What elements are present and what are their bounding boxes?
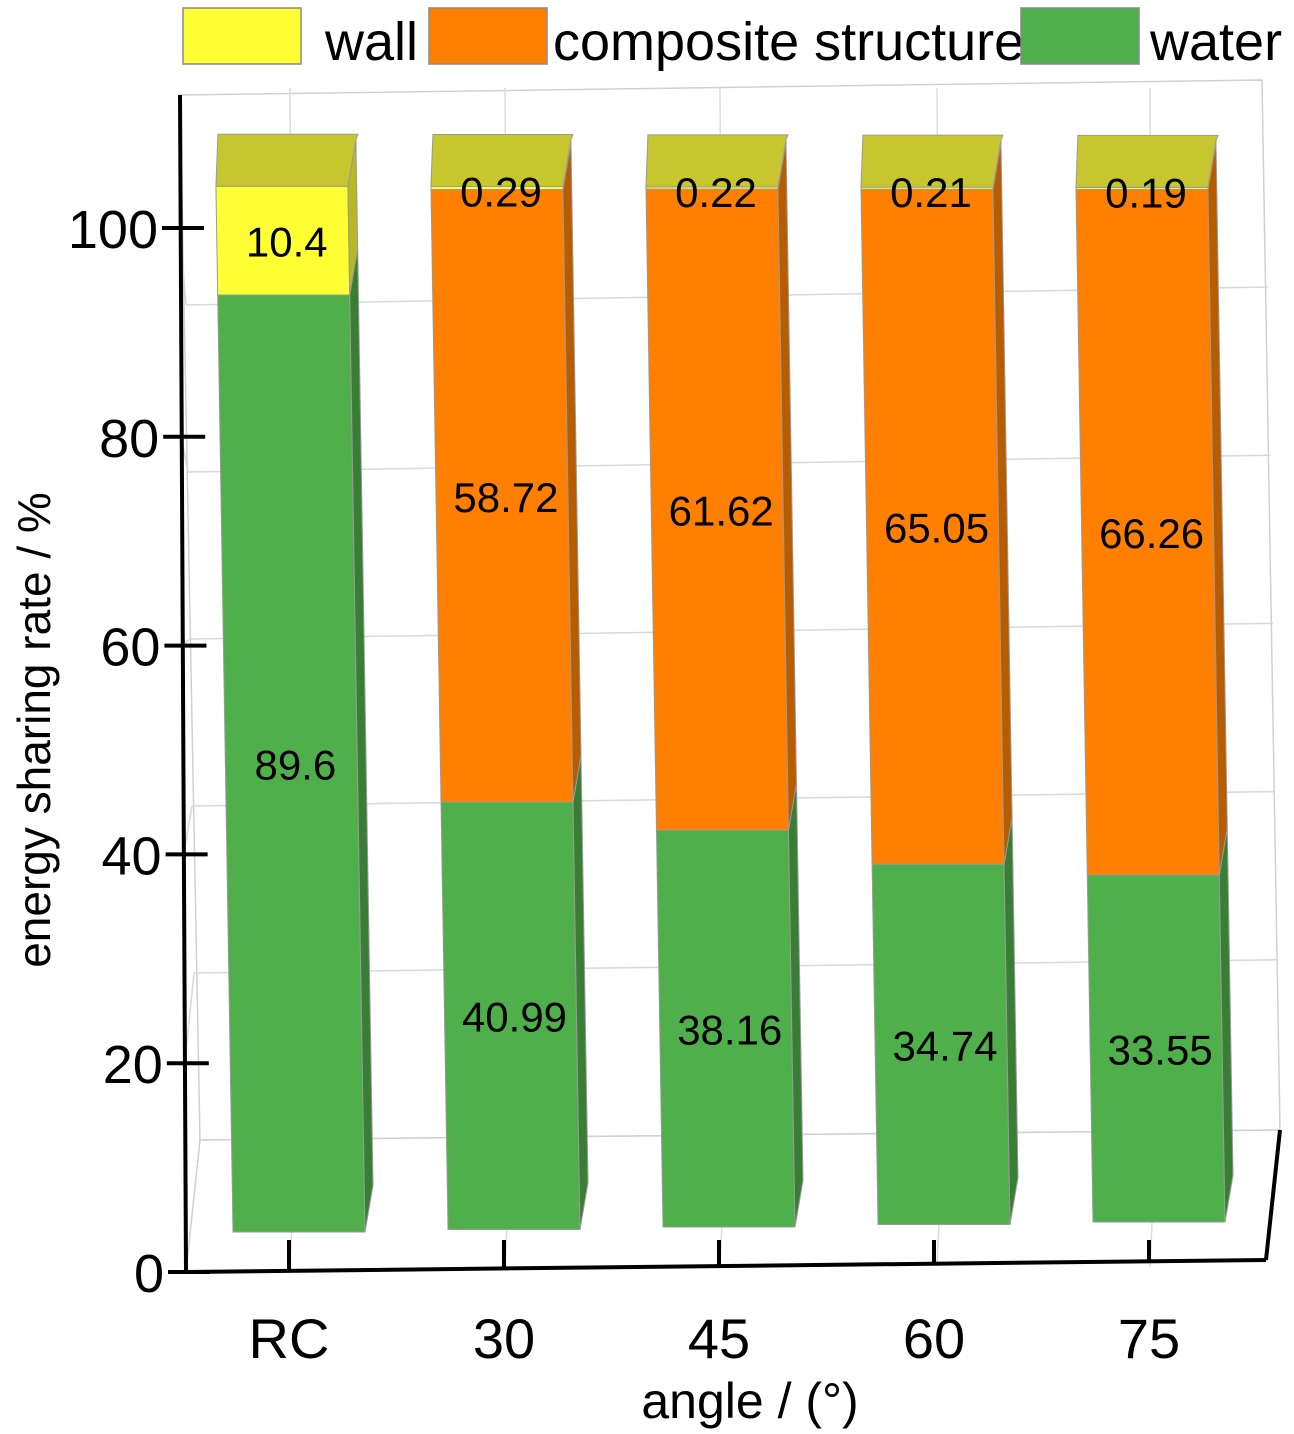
data-label: 33.55: [1108, 1026, 1213, 1073]
x-tick-label: 75: [1118, 1307, 1180, 1370]
chart-area: 0 20 40 60 80 100 RC 30 45 60 75 89.6 10.4 40.99 58.7…: [0, 0, 1294, 1434]
x-tick-label: 45: [688, 1307, 750, 1370]
x-axis-label: angle / (°): [641, 1373, 858, 1429]
x-tick-label: RC: [249, 1307, 330, 1370]
data-label: 38.16: [677, 1007, 782, 1054]
y-tick-label: 0: [134, 1244, 164, 1304]
y-tick-label: 100: [68, 200, 158, 260]
y-tick-label: 20: [103, 1035, 163, 1095]
y-tick-label: 60: [100, 618, 160, 678]
data-label: 0.22: [675, 169, 757, 216]
y-axis-label: energy sharing rate / %: [8, 492, 60, 968]
data-label: 0.19: [1105, 169, 1187, 216]
data-label: 0.21: [890, 169, 972, 216]
y-tick-label: 40: [102, 826, 162, 886]
legend-label: composite structure: [553, 12, 1024, 72]
legend-label: wall: [324, 12, 418, 72]
data-label: 58.72: [453, 474, 558, 521]
data-label: 40.99: [462, 994, 567, 1041]
data-label: 89.6: [254, 742, 336, 789]
data-label: 10.4: [246, 219, 328, 266]
bar-top-cap: [216, 134, 358, 186]
legend-label: water: [1149, 12, 1282, 72]
x-tick-label: 60: [903, 1307, 965, 1370]
y-tick-label: 80: [99, 409, 159, 469]
data-label: 65.05: [884, 505, 989, 552]
x-tick-label: 30: [473, 1307, 535, 1370]
legend-swatch: [1021, 8, 1139, 64]
legend-swatch: [429, 8, 547, 64]
data-label: 34.74: [892, 1022, 997, 1069]
data-label: 0.29: [460, 169, 542, 216]
legend: wall composite structure water: [183, 8, 1282, 72]
data-label: 61.62: [669, 488, 774, 535]
legend-swatch: [183, 8, 301, 64]
data-label: 66.26: [1099, 510, 1204, 557]
